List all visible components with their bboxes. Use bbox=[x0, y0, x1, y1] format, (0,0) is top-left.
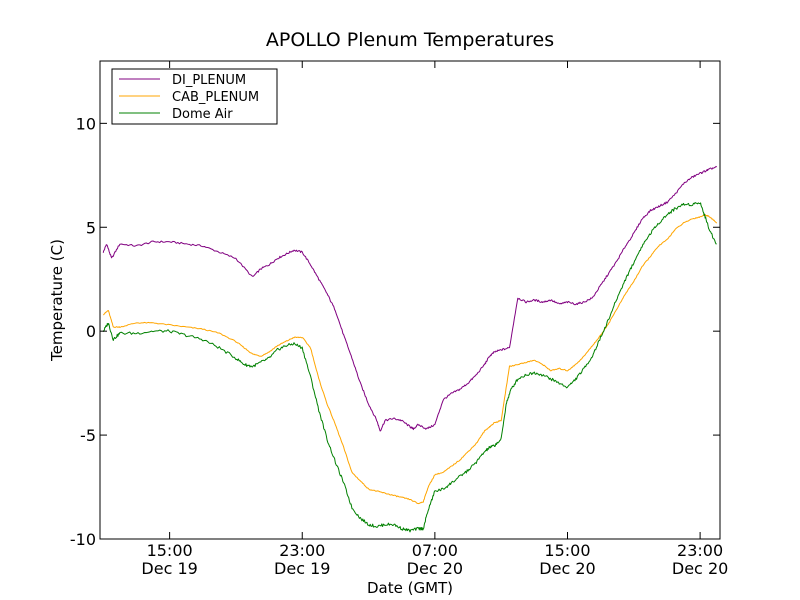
y-tick-label: -10 bbox=[70, 530, 96, 549]
x-axis-label: Date (GMT) bbox=[367, 579, 453, 597]
plot-frame bbox=[99, 60, 721, 540]
legend-label-di-plenum: DI_PLENUM bbox=[172, 73, 246, 88]
y-tick-label: 10 bbox=[76, 114, 96, 133]
x-tick-date-label: Dec 19 bbox=[274, 559, 330, 578]
axes bbox=[99, 60, 721, 540]
x-tick-date-label: Dec 20 bbox=[672, 559, 728, 578]
x-tick-date-label: Dec 20 bbox=[539, 559, 595, 578]
y-axis-label: Temperature (C) bbox=[48, 239, 66, 362]
x-tick-date-label: Dec 20 bbox=[407, 559, 463, 578]
y-tick-label: 0 bbox=[86, 322, 96, 341]
x-tick-time-label: 07:00 bbox=[412, 541, 458, 560]
y-tick-label: -5 bbox=[80, 426, 96, 445]
series-line-di-plenum bbox=[102, 165, 718, 432]
x-tick-date-label: Dec 19 bbox=[141, 559, 197, 578]
x-tick-time-label: 15:00 bbox=[544, 541, 590, 560]
legend-label-cab-plenum: CAB_PLENUM bbox=[172, 90, 259, 105]
x-tick-time-label: 23:00 bbox=[677, 541, 723, 560]
x-tick-time-label: 23:00 bbox=[279, 541, 325, 560]
legend: DI_PLENUM CAB_PLENUM Dome Air bbox=[111, 68, 278, 125]
legend-label-dome-air: Dome Air bbox=[172, 107, 233, 122]
series-line-cab-plenum bbox=[102, 214, 718, 505]
x-tick-time-label: 15:00 bbox=[147, 541, 193, 560]
plot-lines bbox=[102, 165, 718, 533]
y-tick-label: 5 bbox=[86, 218, 96, 237]
series-line-dome-air bbox=[102, 202, 717, 533]
chart-title: APOLLO Plenum Temperatures bbox=[266, 29, 554, 51]
